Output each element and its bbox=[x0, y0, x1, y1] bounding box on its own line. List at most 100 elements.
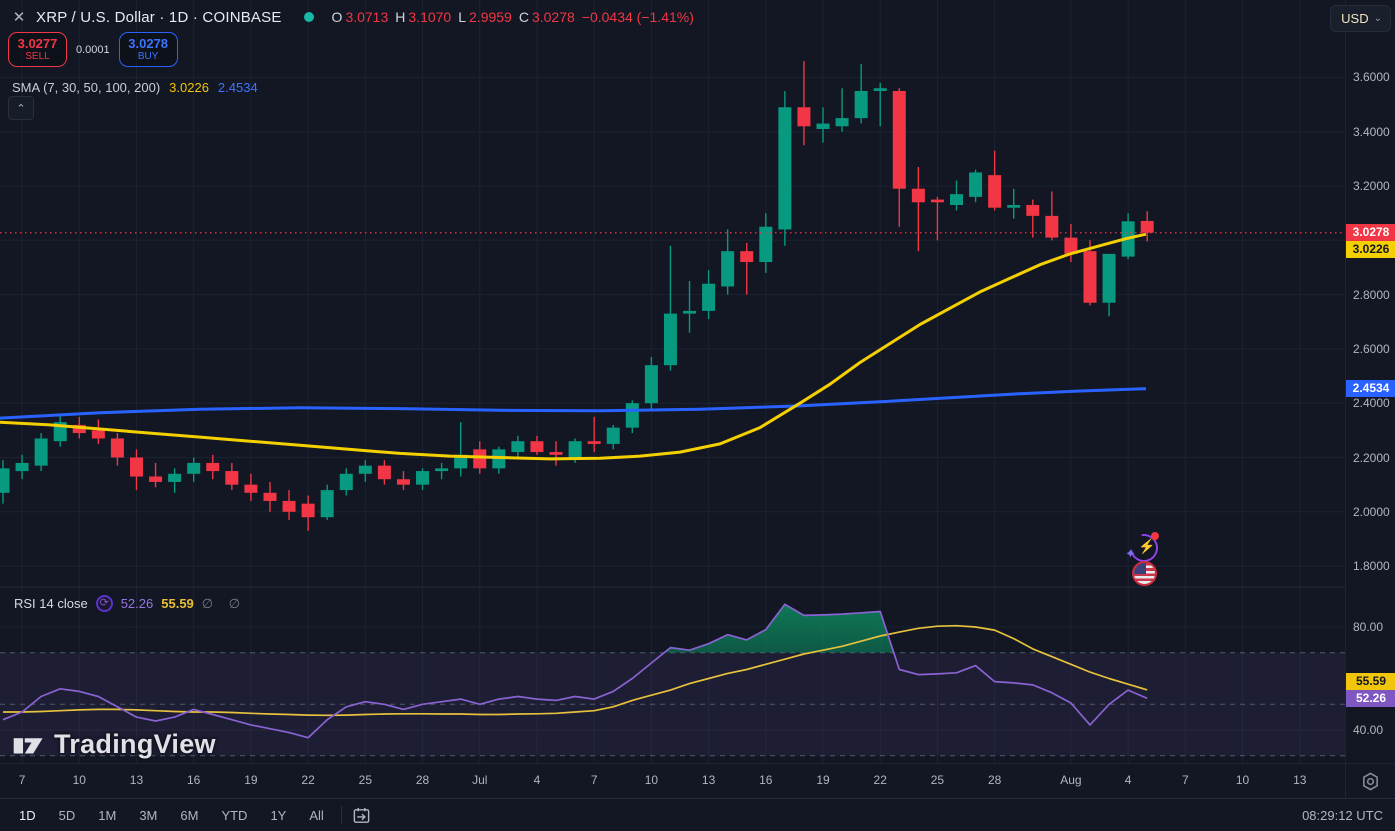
range-button-1y[interactable]: 1Y bbox=[270, 807, 287, 823]
rsi-ma-value: 55.59 bbox=[161, 596, 194, 611]
price-axis[interactable]: 3.6000 3.4000 3.2000 2.8000 2.6000 2.4000 2.20… bbox=[1345, 0, 1395, 763]
price-axis-label: 3.4000 bbox=[1353, 124, 1390, 139]
symbol-title[interactable]: XRP / U.S. Dollar · 1D · COINBASE bbox=[36, 8, 282, 26]
notification-dot bbox=[1151, 532, 1159, 540]
sparkle-icon: ✦ bbox=[1125, 546, 1136, 561]
time-axis-label: 10 bbox=[1235, 773, 1250, 787]
ohlc-open-value: 3.0713 bbox=[345, 9, 389, 25]
price-axis-label: 1.8000 bbox=[1353, 559, 1390, 574]
time-axis-label: 22 bbox=[873, 773, 887, 787]
lightning-icon: ⚡ bbox=[1138, 538, 1156, 554]
sma-slow-badge: 2.4534 bbox=[1346, 380, 1395, 398]
time-axis-label: 19 bbox=[816, 773, 830, 787]
close-icon[interactable]: ✕ bbox=[12, 9, 26, 26]
currency-selector[interactable]: USD ⌄ bbox=[1330, 5, 1391, 32]
time-axis-label: 10 bbox=[72, 773, 86, 787]
sma-slow-line bbox=[0, 387, 1147, 420]
time-axis-label: 13 bbox=[701, 773, 716, 787]
ohlc-values: O 3.0713 H 3.1070 L 2.9959 C 3.0278 −0.0434 … bbox=[332, 9, 694, 25]
range-button-6m[interactable]: 6M bbox=[180, 807, 199, 823]
ohlc-low-label: L bbox=[458, 9, 467, 25]
sma-fast-value: 3.0226 bbox=[169, 80, 209, 95]
rsi-badge: 52.26 bbox=[1346, 689, 1395, 707]
sma-fast-line bbox=[0, 232, 1147, 461]
tradingview-logo-icon bbox=[13, 737, 43, 753]
change-value: −0.0434 (−1.41%) bbox=[581, 9, 694, 25]
rsi-ma-line bbox=[3, 624, 1148, 717]
price-axis-label: 3.6000 bbox=[1353, 70, 1390, 85]
sell-button[interactable]: 3.0277 SELL bbox=[8, 32, 67, 67]
utc-clock[interactable]: 08:29:12 UTC bbox=[1302, 807, 1383, 823]
time-axis-label: 16 bbox=[759, 773, 773, 787]
range-button-1d[interactable]: 1D bbox=[19, 807, 36, 823]
rsi-ma-badge: 55.59 bbox=[1346, 672, 1395, 690]
ohlc-low-value: 2.9959 bbox=[469, 9, 512, 25]
ai-event-marker[interactable]: ⚡ ✦ bbox=[1124, 528, 1164, 568]
collapse-legend-button[interactable]: ⌃ bbox=[8, 96, 34, 120]
time-axis-label: 13 bbox=[1293, 773, 1307, 787]
sma-legend[interactable]: SMA (7, 30, 50, 100, 200) 3.0226 2.4534 bbox=[12, 80, 258, 95]
sma-legend-name: SMA (7, 30, 50, 100, 200) bbox=[12, 80, 161, 95]
rsi-legend[interactable]: RSI 14 close ⟳ 52.26 55.59 ∅ ∅ bbox=[14, 595, 246, 612]
rsi-axis-label: 80.00 bbox=[1353, 620, 1384, 634]
currency-label: USD bbox=[1341, 11, 1369, 26]
time-axis-label: 25 bbox=[358, 773, 373, 787]
trade-panel: 3.0277 SELL 0.0001 3.0278 BUY bbox=[8, 32, 178, 67]
sell-label: SELL bbox=[25, 51, 50, 63]
range-button-ytd[interactable]: YTD bbox=[221, 807, 248, 823]
time-axis-label: 10 bbox=[644, 773, 659, 787]
sma-fast-badge: 3.0226 bbox=[1346, 241, 1395, 259]
range-button-3m[interactable]: 3M bbox=[139, 807, 158, 823]
go-to-date-icon[interactable] bbox=[352, 806, 371, 825]
time-axis-label: 28 bbox=[987, 773, 1002, 787]
chevron-up-icon: ⌃ bbox=[16, 102, 26, 115]
ohlc-high-value: 3.1070 bbox=[408, 9, 452, 25]
ohlc-open-label: O bbox=[331, 9, 343, 25]
price-axis-label: 3.2000 bbox=[1353, 179, 1390, 193]
bottom-toolbar: 1D 5D 1M 3M 6M YTD 1Y All 08:29:12 UTC bbox=[0, 798, 1395, 831]
time-axis-label: 4 bbox=[1124, 773, 1132, 787]
range-button-1m[interactable]: 1M bbox=[98, 807, 117, 823]
range-button-all[interactable]: All bbox=[309, 807, 324, 823]
time-axis[interactable]: 7 10 13 16 19 22 25 28 Jul 4 7 10 13 16 19 22 25 28 Aug 4 7 1… bbox=[0, 763, 1345, 798]
time-axis-label: Aug bbox=[1060, 773, 1082, 787]
time-axis-label: 25 bbox=[930, 773, 945, 787]
us-economic-event-icon[interactable] bbox=[1132, 561, 1157, 586]
time-axis-label: 22 bbox=[301, 773, 315, 787]
time-axis-label: 7 bbox=[18, 773, 26, 787]
current-price-badge: 3.0278 bbox=[1346, 223, 1395, 241]
time-axis-label: 16 bbox=[187, 773, 201, 787]
scale-settings-icon[interactable] bbox=[1361, 772, 1380, 791]
price-axis-label: 2.4000 bbox=[1353, 396, 1390, 411]
price-axis-label: 2.2000 bbox=[1353, 450, 1390, 465]
ohlc-close-value: 3.0278 bbox=[531, 9, 575, 25]
time-axis-label: 7 bbox=[590, 773, 598, 787]
rsi-title: RSI 14 close bbox=[14, 596, 88, 611]
range-buttons: 1D 5D 1M 3M 6M YTD 1Y All bbox=[12, 805, 331, 826]
candlestick-series bbox=[0, 61, 1154, 531]
rsi-axis-label: 40.00 bbox=[1353, 723, 1384, 737]
buy-button[interactable]: 3.0278 BUY bbox=[118, 32, 178, 67]
rsi-line bbox=[2, 603, 1148, 739]
range-button-5d[interactable]: 5D bbox=[58, 807, 76, 823]
rsi-empty-values: ∅ ∅ bbox=[201, 595, 247, 611]
tradingview-watermark: TradingView bbox=[12, 729, 216, 760]
chart-header: ✕ XRP / U.S. Dollar · 1D · COINBASE O 3.0… bbox=[10, 8, 694, 27]
time-axis-label: 19 bbox=[244, 773, 258, 787]
price-axis-label: 2.6000 bbox=[1353, 341, 1390, 356]
rsi-refresh-icon[interactable]: ⟳ bbox=[95, 595, 113, 612]
time-axis-label: 13 bbox=[129, 773, 144, 787]
axis-corner bbox=[1345, 763, 1395, 798]
time-axis-label: 7 bbox=[1181, 773, 1189, 787]
sma-slow-value: 2.4534 bbox=[217, 80, 258, 95]
ohlc-high-label: H bbox=[395, 9, 406, 25]
price-axis-label: 2.0000 bbox=[1353, 504, 1390, 519]
chart-canvas[interactable] bbox=[0, 0, 1345, 763]
ohlc-close-label: C bbox=[518, 9, 529, 25]
buy-price: 3.0278 bbox=[128, 35, 169, 51]
time-axis-label: Jul bbox=[472, 773, 488, 787]
sell-price: 3.0277 bbox=[17, 35, 58, 51]
rsi-value: 52.26 bbox=[120, 596, 154, 611]
toolbar-divider bbox=[340, 806, 342, 824]
